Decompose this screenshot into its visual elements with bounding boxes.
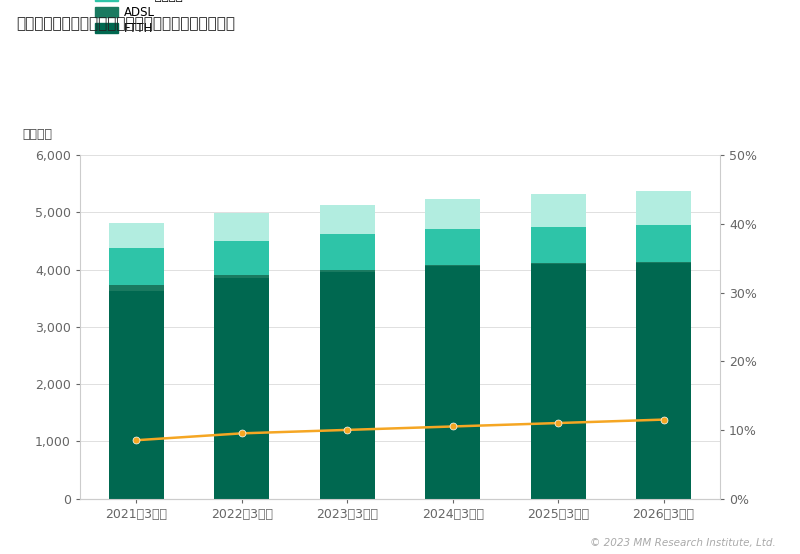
Bar [320,234,374,270]
Bar [426,266,480,499]
Bar [320,272,374,499]
Legend: ワイヤレス, CATVアクセス, ADSL, FTTH: ワイヤレス, CATVアクセス, ADSL, FTTH [92,0,185,38]
Bar [426,265,480,266]
Text: （万件）: （万件） [22,129,53,141]
Bar [636,225,691,262]
Text: 【データ６】固定ブロードバンド契約数の推移・予測: 【データ６】固定ブロードバンド契約数の推移・予測 [16,17,235,32]
Bar [636,263,691,499]
Bar [530,263,586,264]
Bar [320,205,374,234]
Bar [530,227,586,263]
Bar [214,213,270,241]
Bar [426,229,480,265]
Text: © 2023 MM Research Institute, Ltd.: © 2023 MM Research Institute, Ltd. [590,538,776,548]
Bar [214,275,270,278]
Bar [636,191,691,225]
Bar [109,291,164,499]
Bar [109,248,164,285]
Bar [426,199,480,229]
Bar [109,285,164,291]
Bar [320,270,374,272]
Bar [530,264,586,499]
Bar [530,194,586,227]
Bar [109,223,164,248]
Bar [214,278,270,499]
Bar [214,241,270,275]
Bar [636,262,691,263]
